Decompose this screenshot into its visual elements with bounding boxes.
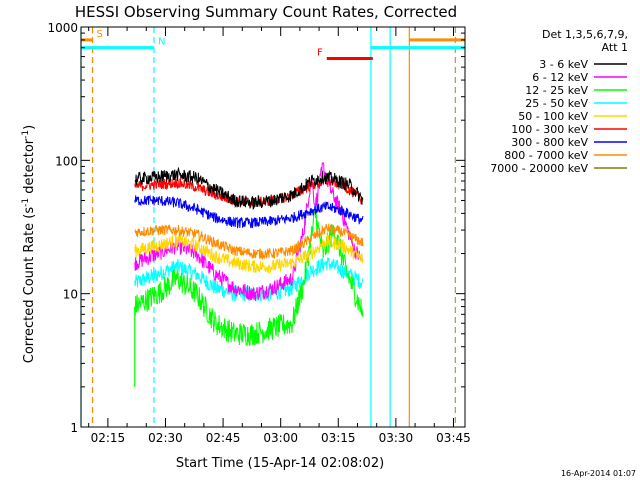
series-line: [134, 209, 364, 347]
legend-entry-label: 50 - 100 keV: [518, 110, 588, 123]
series-line: [134, 194, 364, 229]
legend-entry-label: 12 - 25 keV: [525, 84, 588, 97]
legend-entry-label: 300 - 800 keV: [511, 136, 588, 149]
x-tick-label: 02:30: [148, 431, 183, 445]
plot-timestamp: 16-Apr-2014 01:07: [561, 469, 636, 478]
y-tick-label: 10: [63, 288, 78, 302]
legend-entry-label: 100 - 300 keV: [511, 123, 588, 136]
x-tick-label: 02:15: [91, 431, 126, 445]
legend-entry-label: 3 - 6 keV: [539, 58, 588, 71]
y-tick-label: 100: [55, 154, 78, 168]
x-tick-label: 03:00: [263, 431, 298, 445]
legend-entry-label: 6 - 12 keV: [532, 71, 588, 84]
y-tick-label: 1000: [47, 21, 78, 35]
x-axis-ticks: 02:15 02:30 02:45 03:00 03:15 03:30 03:45: [88, 27, 471, 445]
legend-header-line2: Att 1: [602, 41, 628, 54]
legend-header-line1: Det 1,3,5,6,7,9,: [542, 28, 628, 41]
chart-title: HESSI Observing Summary Count Rates, Cor…: [75, 3, 457, 21]
flag-label: N: [158, 37, 165, 48]
flag-layer: S N F: [80, 27, 465, 427]
y-axis-label: Corrected Count Rate (s-1 detector-1): [21, 125, 37, 363]
x-tick-label: 03:15: [321, 431, 356, 445]
flag-label: S: [97, 29, 103, 40]
plot-area: SNF 02:15 02:30 02:45 03:00 03:15 03:30 03:45 …: [47, 21, 470, 445]
x-axis-label: Start Time (15-Apr-14 02:08:02): [176, 456, 384, 471]
series-line: [134, 223, 364, 260]
x-tick-label: 03:30: [379, 431, 414, 445]
legend-entry-label: 800 - 7000 keV: [504, 149, 588, 162]
series-line: [134, 234, 364, 274]
legend-entry-label: 25 - 50 keV: [525, 97, 588, 110]
series-layer: [134, 161, 364, 387]
plot-frame: [80, 26, 466, 428]
series-line: [134, 166, 364, 210]
x-tick-label: 02:45: [206, 431, 241, 445]
x-tick-label: 03:45: [436, 431, 471, 445]
y-axis-ticks: 1 10 100 1000: [47, 21, 465, 435]
flag-label: F: [317, 48, 323, 59]
y-tick-label: 1: [70, 421, 78, 435]
legend-entry-label: 7000 - 20000 keV: [490, 162, 588, 175]
